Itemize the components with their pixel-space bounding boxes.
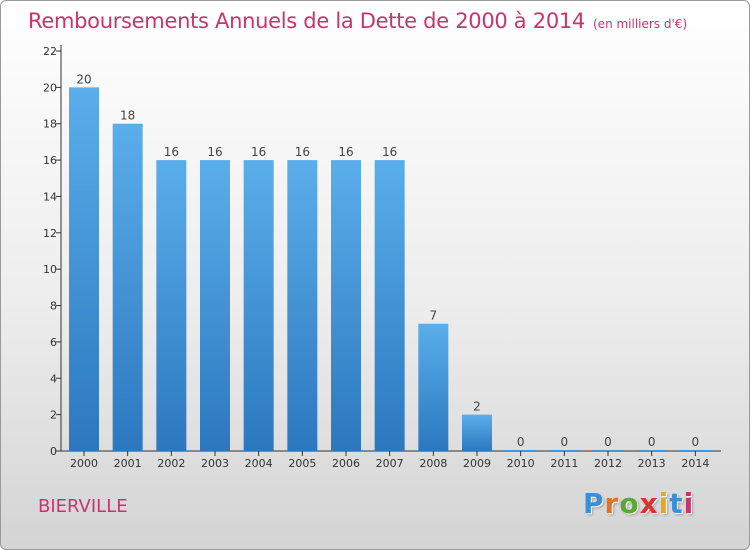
proxiti-logo: Proxiti [583, 487, 694, 520]
x-tick-label: 2001 [114, 457, 142, 470]
x-tick-label: 2006 [332, 457, 360, 470]
y-tick-label: 20 [43, 81, 57, 94]
bar-2007 [374, 160, 405, 451]
bars [69, 87, 711, 452]
bar-2000 [69, 87, 99, 451]
value-label-2002: 16 [164, 145, 179, 159]
bar-2011 [549, 450, 580, 451]
y-tick-label: 22 [43, 45, 57, 58]
value-label-2005: 16 [295, 145, 310, 159]
bar-2008 [418, 323, 449, 451]
logo-letter: t [669, 487, 684, 520]
bar-2006 [331, 160, 361, 451]
x-tick-label: 2000 [70, 457, 98, 470]
x-tick-label: 2002 [157, 457, 185, 470]
x-tick-label: 2012 [594, 457, 622, 470]
value-label-2003: 16 [207, 145, 222, 159]
chart-title: Remboursements Annuels de la Dette de 20… [28, 9, 687, 33]
y-tick-label: 16 [43, 154, 57, 167]
y-tick-label: 18 [43, 118, 57, 131]
x-tick-label: 2005 [288, 457, 316, 470]
value-label-2009: 2 [473, 400, 481, 414]
y-tick-label: 14 [43, 190, 57, 203]
bar-2004 [243, 160, 274, 451]
y-tick-label: 2 [50, 409, 57, 422]
x-tick-label: 2003 [201, 457, 229, 470]
x-tick-label: 2007 [376, 457, 404, 470]
y-tick-label: 10 [43, 263, 57, 276]
logo-letter: i [658, 487, 670, 520]
bar-2003 [200, 160, 230, 451]
bar-2012 [593, 450, 623, 451]
y-tick-label: 4 [50, 372, 57, 385]
y-tick-label: 8 [50, 300, 57, 313]
x-axis: 2000 2001 2002 2003 2004 2005 2006 2007 2008 2009… [61, 450, 721, 470]
bar-2013 [636, 450, 667, 451]
y-tick-label: 6 [50, 336, 57, 349]
x-tick-label: 2008 [419, 457, 447, 470]
chart-title-text: Remboursements Annuels de la Dette de 20… [28, 9, 585, 33]
y-axis: 0 2 4 6 8 10 12 14 16 18 20 22 [43, 45, 62, 458]
value-label-2006: 16 [338, 145, 353, 159]
commune-name: BIERVILLE [38, 496, 128, 517]
x-tick-label: 2010 [507, 457, 535, 470]
value-label-2013: 0 [648, 435, 656, 449]
bar-2005 [287, 160, 318, 451]
logo-letter: i [683, 487, 695, 520]
value-label-2007: 16 [382, 145, 397, 159]
y-tick-label: 0 [50, 445, 57, 458]
bar-2014 [680, 450, 711, 451]
logo-letter: x [639, 487, 659, 520]
logo-letter: o [619, 487, 640, 520]
x-tick-label: 2004 [245, 457, 273, 470]
value-label-2008: 7 [430, 309, 438, 323]
bar-2001 [112, 123, 143, 452]
logo-letter: r [604, 487, 620, 520]
value-label-2004: 16 [251, 145, 266, 159]
x-tick-label: 2009 [463, 457, 491, 470]
x-tick-label: 2011 [550, 457, 578, 470]
value-label-2010: 0 [517, 435, 525, 449]
x-tick-label: 2013 [638, 457, 666, 470]
x-tick-label: 2014 [681, 457, 709, 470]
bar-2002 [156, 160, 187, 451]
y-tick-label: 12 [43, 227, 57, 240]
value-label-2014: 0 [692, 435, 700, 449]
chart-subtitle: (en milliers d'€) [593, 17, 688, 31]
value-label-2000: 20 [76, 72, 91, 86]
bar-2010 [505, 450, 536, 451]
bar-2009 [462, 414, 492, 451]
logo-letter: P [583, 487, 605, 520]
value-label-2011: 0 [561, 435, 569, 449]
value-label-2012: 0 [604, 435, 612, 449]
value-label-2001: 18 [120, 109, 135, 123]
